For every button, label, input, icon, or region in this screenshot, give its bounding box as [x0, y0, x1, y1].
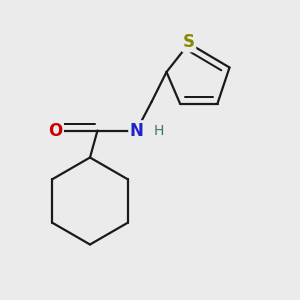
Text: O: O: [48, 122, 63, 140]
Text: H: H: [153, 124, 164, 137]
Text: S: S: [183, 33, 195, 51]
Text: N: N: [130, 122, 143, 140]
